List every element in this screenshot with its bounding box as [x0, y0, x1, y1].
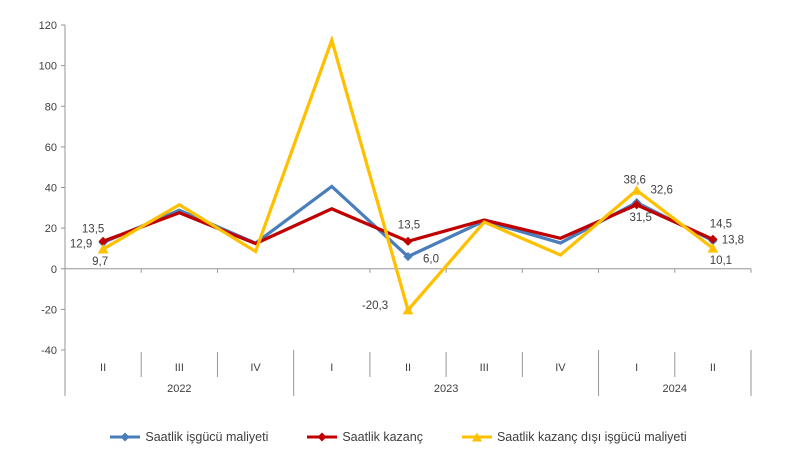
data-label: 31,5 — [629, 212, 651, 224]
quarter-label: I — [330, 362, 333, 374]
y-axis-tick-label: -40 — [41, 345, 57, 357]
quarter-label: I — [635, 362, 638, 374]
triangle-marker-series-2 — [631, 185, 643, 195]
triangle-marker-series-2 — [707, 243, 719, 253]
quarter-label: IV — [250, 362, 261, 374]
diamond-icon — [317, 432, 327, 442]
diamond-marker-series-0 — [403, 251, 413, 262]
year-label: 2023 — [434, 383, 458, 395]
year-label: 2024 — [663, 383, 687, 395]
y-axis-tick-label: 60 — [45, 142, 57, 154]
data-label: 10,1 — [710, 255, 732, 267]
data-label: 13,5 — [398, 219, 420, 231]
chart-legend: Saatlik işgücü maliyeti Saatlik kazanç S… — [0, 426, 796, 448]
data-label: 13,8 — [722, 235, 744, 247]
quarter-label: II — [710, 362, 716, 374]
quarter-label: III — [480, 362, 489, 374]
quarter-label: IV — [555, 362, 566, 374]
legend-line-diamond-icon — [110, 432, 141, 442]
y-axis-tick-label: 120 — [39, 20, 57, 32]
y-axis-tick-label: 20 — [45, 223, 57, 235]
legend-item-saatlik-isgucu-maliyeti: Saatlik işgücü maliyeti — [109, 430, 268, 444]
y-axis-tick-label: 40 — [45, 183, 57, 195]
data-label: 38,6 — [623, 174, 645, 186]
diamond-marker-series-1 — [632, 200, 642, 210]
y-axis-tick-label: 80 — [45, 101, 57, 113]
legend-item-saatlik-kazanc-disi: Saatlik kazanç dışı işgücü maliyeti — [461, 430, 687, 444]
y-axis-tick-label: -20 — [41, 304, 57, 316]
quarter-label: II — [405, 362, 411, 374]
triangle-marker-series-2 — [97, 244, 109, 254]
year-label: 2022 — [167, 383, 191, 395]
y-axis-tick-label: 0 — [51, 264, 57, 276]
data-label: 13,5 — [82, 223, 104, 235]
quarter-label: II — [100, 362, 106, 374]
legend-label: Saatlik işgücü maliyeti — [145, 430, 269, 444]
legend-item-saatlik-kazanc: Saatlik kazanç — [306, 430, 423, 444]
data-label: 32,6 — [650, 185, 672, 197]
legend-line-triangle-icon — [461, 432, 492, 442]
triangle-marker-series-2 — [402, 304, 414, 315]
diamond-marker-series-1 — [98, 236, 108, 246]
legend-line-diamond-icon — [307, 432, 338, 442]
data-label: 9,7 — [92, 256, 108, 268]
data-label: -20,3 — [362, 300, 388, 312]
legend-label: Saatlik kazanç dışı işgücü maliyeti — [496, 430, 687, 444]
y-axis-tick-label: 100 — [39, 61, 57, 73]
quarter-label: III — [175, 362, 184, 374]
series-line-2 — [102, 34, 714, 314]
data-label: 12,9 — [70, 239, 92, 251]
data-label: 6,0 — [423, 254, 439, 266]
data-label: 14,5 — [710, 218, 732, 230]
legend-label: Saatlik kazanç — [342, 430, 423, 444]
triangle-icon — [471, 432, 482, 442]
diamond-marker-series-1 — [403, 236, 413, 246]
diamond-marker-series-1 — [708, 234, 718, 244]
diamond-icon — [120, 432, 130, 442]
